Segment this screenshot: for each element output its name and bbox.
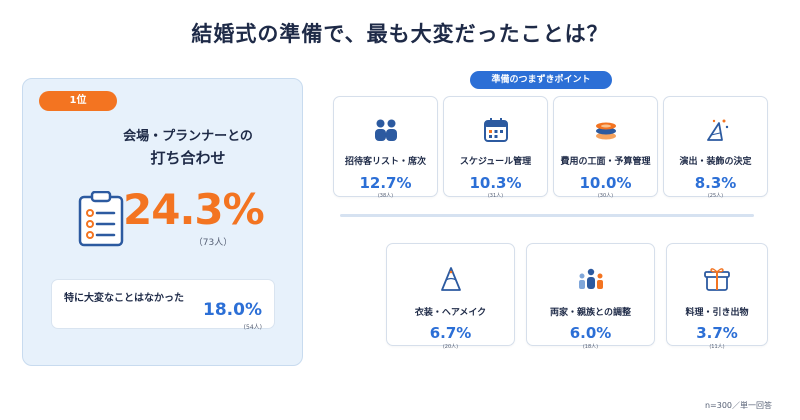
people-icon xyxy=(374,119,397,141)
item-label: 演出・装飾の決定 xyxy=(679,157,752,167)
item-label: 料理・引き出物 xyxy=(685,308,749,318)
family-icon xyxy=(578,268,603,289)
calendar-icon xyxy=(483,118,508,142)
top-answer-percent: 24.3% xyxy=(123,185,265,234)
item-card: スケジュール管理 10.3% (31人) xyxy=(443,96,548,199)
item-card: 料理・引き出物 3.7% (11人) xyxy=(666,243,768,350)
item-count: (38人) xyxy=(377,193,394,199)
item-percent: 8.3% xyxy=(694,174,737,192)
item-count: (20人) xyxy=(442,344,459,350)
no-difficulty-percent: 18.0% xyxy=(203,300,262,320)
item-label: 招待客リスト・席次 xyxy=(344,157,426,167)
clipboard-checklist-icon xyxy=(78,191,124,247)
item-label: 衣装・ヘアメイク xyxy=(414,308,487,318)
item-count: (31人) xyxy=(487,193,504,199)
gift-icon xyxy=(704,268,730,291)
dress-icon xyxy=(440,267,461,291)
coins-stack-icon xyxy=(595,122,616,140)
divider xyxy=(340,214,754,217)
item-percent: 6.7% xyxy=(429,324,472,342)
item-percent: 3.7% xyxy=(696,324,738,342)
item-percent: 10.0% xyxy=(579,174,632,192)
item-card: 両家・親族との調整 6.0% (18人) xyxy=(526,243,655,350)
top-answer-label-line1: 会場・プランナーとの xyxy=(123,129,253,144)
item-label: 費用の工面・予算管理 xyxy=(560,157,651,167)
item-label: スケジュール管理 xyxy=(459,157,532,167)
rank-badge: 1位 xyxy=(39,91,117,111)
item-percent: 12.7% xyxy=(359,174,412,192)
item-count: (11人) xyxy=(709,344,725,350)
no-difficulty-count: (54人) xyxy=(243,324,262,331)
party-hat-icon xyxy=(706,119,728,141)
no-difficulty-label: 特に大変なことはなかった xyxy=(64,293,184,304)
item-count: (25人) xyxy=(707,193,724,199)
page-title: 結婚式の準備で、最も大変だったことは？ xyxy=(191,22,609,46)
item-card: 衣装・ヘアメイク 6.7% (20人) xyxy=(386,243,515,350)
item-card: 招待客リスト・席次 12.7% (38人) xyxy=(333,96,438,199)
item-count: (30人) xyxy=(597,193,614,199)
item-percent: 10.3% xyxy=(469,174,522,192)
item-card: 演出・装飾の決定 8.3% (25人) xyxy=(663,96,768,199)
top-answer-panel: 1位 会場・プランナーとの 打ち合わせ 24.3% （73人） 特に大変なことは… xyxy=(22,78,303,366)
item-card: 費用の工面・予算管理 10.0% (30人) xyxy=(553,96,658,199)
no-difficulty-box: 特に大変なことはなかった 18.0% (54人) xyxy=(51,279,275,331)
section-label: 準備のつまずきポイント xyxy=(470,71,612,89)
item-count: (18人) xyxy=(582,344,599,350)
item-label: 両家・親族との調整 xyxy=(550,308,631,318)
top-answer-count: （73人） xyxy=(193,238,233,248)
sample-footnote: n=300／単一回答 xyxy=(704,401,772,410)
top-answer-label-line2: 打ち合わせ xyxy=(150,149,226,167)
item-percent: 6.0% xyxy=(569,324,612,342)
